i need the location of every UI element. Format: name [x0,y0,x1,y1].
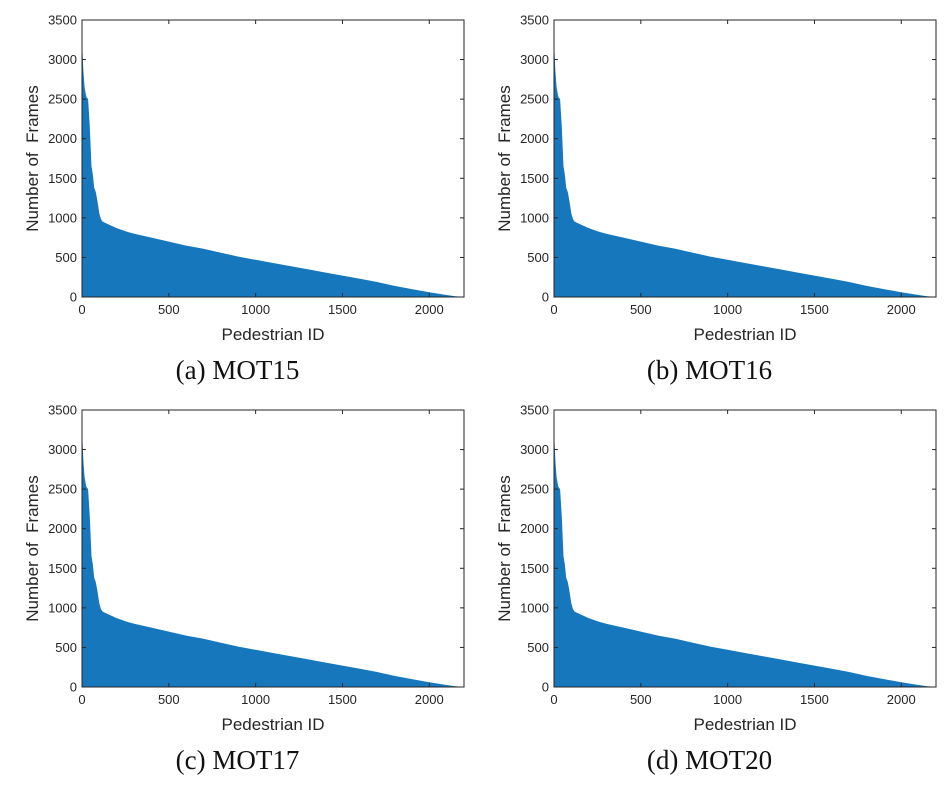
y-tick-label: 500 [55,640,77,655]
x-tick-label: 500 [630,302,652,317]
y-tick-label: 0 [542,290,549,305]
series-area [554,424,936,687]
y-tick-label: 2000 [520,521,549,536]
x-tick-label: 1000 [241,692,270,707]
y-tick-label: 3000 [48,52,77,67]
x-tick-label: 500 [158,692,180,707]
figure-caption: (d) MOT20 [646,745,773,775]
chart-panel-mot16: 0 500 1000 1500 2000 0 500 1000 1500 2000 2500 3000… [472,0,947,397]
y-tick-label: 2000 [48,131,77,146]
y-tick-label: 2000 [520,131,549,146]
x-tick-label: 500 [158,302,180,317]
y-tick-label: 2500 [48,482,77,497]
chart-panel-mot15: 0 500 1000 1500 2000 0 500 1000 1500 2000 2500 3000… [0,0,475,397]
y-tick-label: 3500 [48,403,77,418]
series-area [554,34,936,297]
y-tick-label: 1500 [48,171,77,186]
y-tick-label: 3000 [48,442,77,457]
y-tick-label: 1500 [520,171,549,186]
x-axis-label: Pedestrian ID [694,325,797,344]
x-tick-label: 2000 [887,302,916,317]
x-tick-label: 1500 [328,692,357,707]
y-tick-label: 0 [70,290,77,305]
axes-frame [81,409,465,688]
x-tick-label: 500 [630,692,652,707]
x-tick-label: 0 [78,692,85,707]
axes-frame [553,19,937,298]
x-tick-label: 1000 [713,692,742,707]
x-tick-label: 1000 [241,302,270,317]
y-axis-label: Number of Frames [23,475,42,621]
y-tick-label: 1500 [520,561,549,576]
y-tick-label: 3500 [48,13,77,28]
chart-svg: 0 500 1000 1500 2000 0 500 1000 1500 2000 2500 3000… [23,13,465,344]
axes-frame [81,19,465,298]
x-tick-label: 0 [550,692,557,707]
x-tick-label: 2000 [415,302,444,317]
x-tick-label: 1000 [713,302,742,317]
figure-caption: (b) MOT16 [646,355,773,385]
y-tick-label: 2500 [520,92,549,107]
x-tick-label: 1500 [800,302,829,317]
chart-svg: 0 500 1000 1500 2000 0 500 1000 1500 2000 2500 3000… [23,403,465,734]
y-tick-label: 2500 [48,92,77,107]
series-area [82,34,464,297]
axes-frame [553,409,937,688]
y-tick-label: 0 [542,680,549,695]
y-tick-label: 500 [527,250,549,265]
chart-svg: 0 500 1000 1500 2000 0 500 1000 1500 2000 2500 3000… [495,13,937,344]
y-axis-label: Number of Frames [495,85,514,231]
chart-svg: 0 500 1000 1500 2000 0 500 1000 1500 2000 2500 3000… [495,403,937,734]
chart-panel-mot17: 0 500 1000 1500 2000 0 500 1000 1500 2000 2500 3000… [0,390,475,787]
figure-caption: (a) MOT15 [175,355,300,385]
x-tick-label: 0 [550,302,557,317]
y-tick-label: 1000 [520,210,549,225]
chart-panel-mot20: 0 500 1000 1500 2000 0 500 1000 1500 2000 2500 3000… [472,390,947,787]
y-tick-label: 3500 [520,13,549,28]
x-axis-label: Pedestrian ID [222,325,325,344]
y-tick-label: 3500 [520,403,549,418]
x-tick-label: 0 [78,302,85,317]
y-tick-label: 3000 [520,442,549,457]
figure-caption: (c) MOT17 [175,745,300,775]
y-tick-label: 2500 [520,482,549,497]
y-tick-label: 1000 [48,210,77,225]
y-tick-label: 1500 [48,561,77,576]
y-tick-label: 2000 [48,521,77,536]
y-tick-label: 3000 [520,52,549,67]
x-tick-label: 1500 [328,302,357,317]
series-area [82,424,464,687]
y-tick-label: 1000 [520,600,549,615]
y-tick-label: 0 [70,680,77,695]
y-tick-label: 500 [55,250,77,265]
x-tick-label: 1500 [800,692,829,707]
x-axis-label: Pedestrian ID [222,715,325,734]
y-tick-label: 1000 [48,600,77,615]
x-tick-label: 2000 [415,692,444,707]
y-axis-label: Number of Frames [23,85,42,231]
y-axis-label: Number of Frames [495,475,514,621]
y-tick-label: 500 [527,640,549,655]
x-tick-label: 2000 [887,692,916,707]
x-axis-label: Pedestrian ID [694,715,797,734]
